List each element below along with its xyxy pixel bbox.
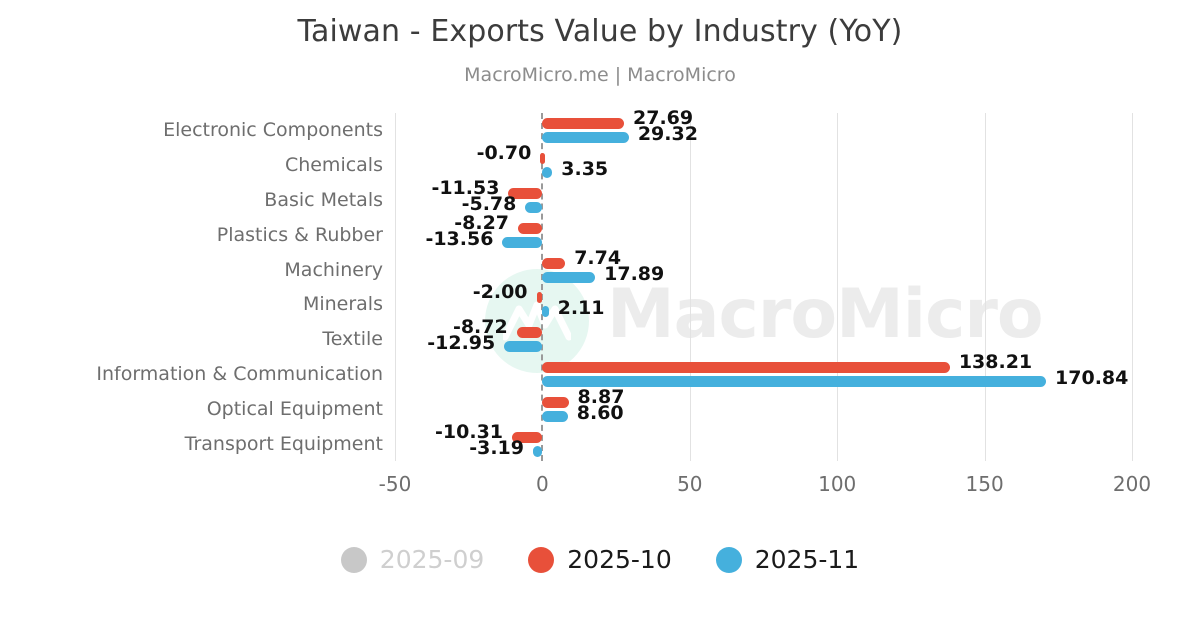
gridline (1132, 113, 1133, 461)
bar-value-label: 17.89 (604, 262, 665, 285)
chart-legend: 2025-09 2025-10 2025-11 (0, 545, 1200, 574)
bar-row: Textile -8.72 -12.95 (322, 318, 1132, 357)
bar-value-label: -2.00 (472, 281, 528, 304)
bar-value-label: -10.31 (435, 420, 504, 443)
y-axis-category-label: Optical Equipment (206, 397, 383, 420)
gridline (984, 113, 986, 461)
bar-value-label: -11.53 (431, 177, 500, 199)
legend-item-label: 2025-10 (567, 545, 672, 574)
legend-item-label: 2025-11 (754, 545, 860, 574)
bar-segment[interactable] (542, 361, 950, 373)
legend-item-1[interactable]: 2025-10 (528, 545, 672, 574)
bar-segment[interactable] (542, 257, 566, 269)
gridline (395, 113, 396, 461)
y-axis-category-label: Machinery (284, 258, 383, 281)
bar-segment[interactable] (508, 187, 543, 199)
bar-value-label: -8.27 (454, 211, 510, 234)
bar-row: Information & Communication 138.21 170.84 (96, 353, 1132, 392)
bar-segment[interactable] (532, 445, 543, 457)
bar-row: Chemicals -0.70 3.35 (285, 144, 1132, 183)
bar-segment[interactable] (502, 236, 543, 248)
x-axis-tick-label: -50 (378, 472, 412, 496)
x-axis-tick-label: 100 (818, 472, 857, 496)
legend-color-swatch (715, 546, 742, 573)
y-axis-category-label: Chemicals (284, 154, 383, 177)
y-axis-category-label: Minerals (302, 293, 383, 316)
y-axis-category-label: Transport Equipment (184, 432, 383, 455)
bar-value-label: -5.78 (461, 192, 517, 215)
bar-value-label: 8.87 (577, 385, 625, 408)
plot-area: MacroMicro Electronic Components 27.69 29.… (96, 109, 1133, 461)
legend-item-label: 2025-09 (379, 545, 485, 574)
zero-line (541, 113, 545, 461)
bar-value-label: -8.72 (452, 316, 508, 339)
bar-value-label: 7.74 (574, 246, 622, 269)
bar-row: Optical Equipment 8.87 8.60 (207, 385, 1132, 426)
chart-subtitle: MacroMicro.me | MacroMicro (464, 64, 736, 86)
bar-row: Minerals -2.00 2.11 (303, 283, 1132, 322)
bar-value-label: 8.60 (576, 401, 624, 424)
gridline (837, 113, 839, 461)
bar-row: Electronic Components 27.69 29.32 (163, 109, 1132, 148)
y-axis-category-label: Plastics & Rubber (216, 223, 383, 246)
bar-value-label: 2.11 (557, 297, 605, 320)
bar-segment[interactable] (542, 132, 629, 144)
bar-segment[interactable] (504, 341, 543, 353)
legend-item-2[interactable]: 2025-11 (715, 545, 860, 574)
bar-segment[interactable] (512, 431, 543, 443)
bar-value-label: -12.95 (427, 332, 496, 355)
bar-segment[interactable] (542, 271, 596, 283)
x-axis-tick-label: 50 (677, 472, 703, 496)
legend-item-0[interactable]: 2025-09 (340, 545, 485, 574)
legend-color-swatch (340, 546, 367, 573)
bar-segment[interactable] (540, 153, 546, 165)
bar-segment[interactable] (536, 292, 543, 304)
legend-color-swatch (528, 546, 555, 573)
y-axis-category-label: Basic Metals (264, 188, 383, 211)
y-axis-category-label: Textile (322, 328, 383, 351)
x-axis-tick-label: 150 (965, 472, 1004, 496)
bar-segment[interactable] (542, 375, 1047, 387)
bar-segment[interactable] (542, 167, 553, 179)
bar-segment[interactable] (542, 410, 568, 422)
y-axis-category-label: Electronic Components (163, 119, 383, 142)
x-axis-tick-label: 200 (1112, 472, 1152, 496)
bar-row: Transport Equipment -10.31 -3.19 (185, 420, 1132, 461)
gridline (689, 113, 691, 461)
bar-row: Machinery 7.74 17.89 (284, 246, 1132, 287)
bar-value-label: -3.19 (469, 436, 524, 459)
bar-segment[interactable] (516, 327, 543, 339)
x-axis-tick-label: 0 (536, 472, 549, 496)
y-axis-category-label: Information & Communication (96, 362, 383, 385)
bar-segment[interactable] (518, 222, 543, 234)
chart-title: Taiwan - Exports Value by Industry (YoY) (297, 14, 903, 49)
bar-value-label: 170.84 (1055, 366, 1129, 389)
bar-row: Basic Metals -11.53 -5.78 (264, 179, 1132, 218)
bar-segment[interactable] (542, 306, 549, 318)
bar-value-label: 138.21 (958, 351, 1033, 373)
bar-segment[interactable] (542, 118, 625, 130)
bar-row: Plastics & Rubber -8.27 -13.56 (217, 211, 1132, 252)
bar-segment[interactable] (525, 201, 543, 213)
bar-value-label: -13.56 (425, 227, 494, 250)
bar-value-label: 3.35 (561, 158, 609, 181)
bar-segment[interactable] (542, 396, 569, 408)
bar-value-label: -0.70 (476, 142, 532, 165)
bar-value-label: 27.69 (633, 107, 694, 130)
bar-value-label: 29.32 (637, 123, 698, 146)
